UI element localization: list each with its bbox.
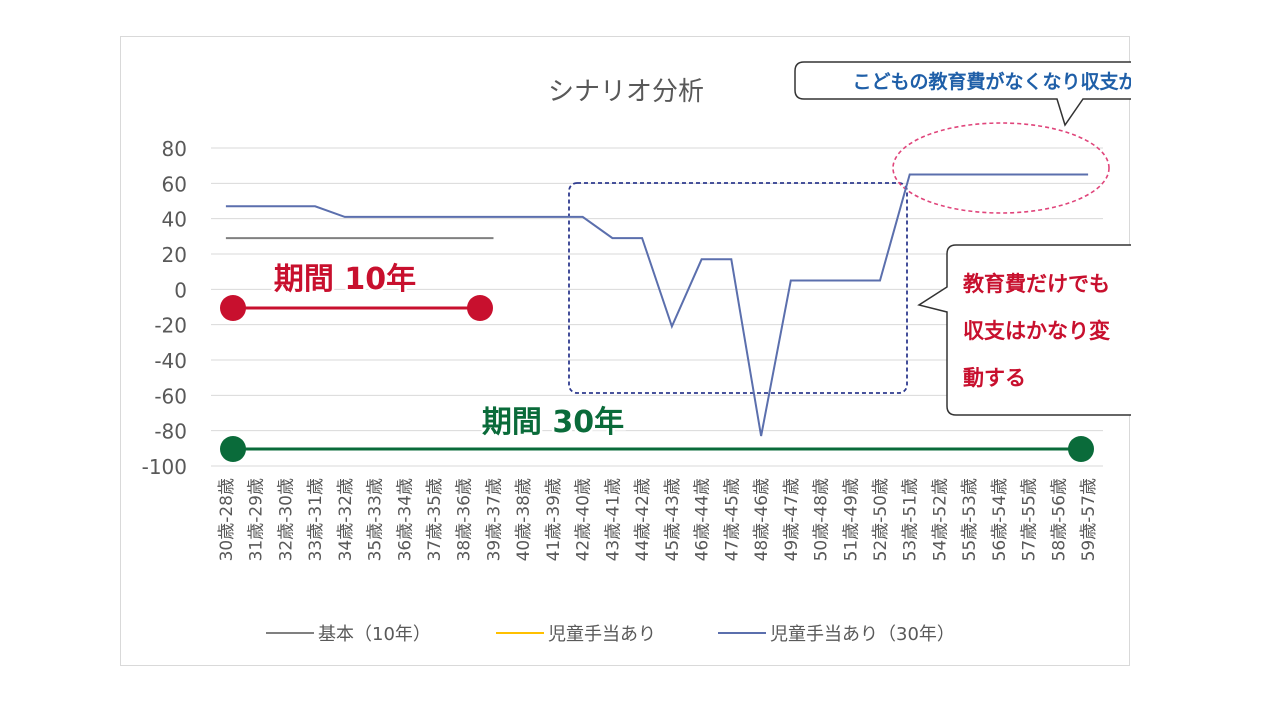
- chart-frame: シナリオ分析 80 60 40 20 0 -20 -40 -60 -80 -100 30歳-28歳…: [120, 36, 1131, 666]
- period10-label: 期間 10年: [274, 262, 416, 297]
- period30-end-dot: [1068, 436, 1094, 462]
- x-tick-label: 35歳-33歳: [366, 478, 386, 561]
- callout-right-line: 収支はかなり変: [963, 319, 1110, 343]
- x-tick-label: 49歳-47歳: [782, 478, 802, 561]
- x-tick-label: 39歳-37歳: [484, 478, 504, 561]
- x-tick-label: 52歳-50歳: [871, 478, 891, 561]
- chart-title: シナリオ分析: [548, 77, 704, 107]
- series-line-3: [225, 173, 1089, 437]
- x-tick-label: 46歳-44歳: [693, 478, 713, 561]
- x-tick-label: 58歳-56歳: [1049, 478, 1069, 561]
- x-tick-label: 55歳-53歳: [960, 478, 980, 561]
- legend-label: 児童手当あり（30年）: [770, 624, 955, 645]
- period10-start-dot: [220, 295, 246, 321]
- x-tick-label: 30歳-28歳: [217, 478, 237, 561]
- x-tick-label: 40歳-38歳: [514, 478, 534, 561]
- callout-top-bubble: [794, 61, 1131, 127]
- y-tick-label: -100: [142, 455, 187, 479]
- x-tick-label: 33歳-31歳: [306, 478, 326, 561]
- y-tick-label: 20: [162, 243, 187, 267]
- y-tick-label: -60: [154, 384, 187, 408]
- legend: 基本（10年） 児童手当あり 児童手当あり（30年）: [266, 624, 955, 645]
- grid-layer: [211, 147, 1103, 467]
- chart-svg: シナリオ分析 80 60 40 20 0 -20 -40 -60 -80 -100 30歳-28歳…: [142, 61, 1131, 645]
- x-tick-label: 34歳-32歳: [336, 478, 356, 561]
- x-tick-label: 31歳-29歳: [247, 478, 267, 561]
- callout-top-text: こどもの教育費がなくなり収支が改善: [852, 70, 1131, 93]
- y-tick-label: -80: [154, 420, 187, 444]
- x-tick-label: 41歳-39歳: [544, 478, 564, 561]
- x-tick-label: 59歳-57歳: [1079, 478, 1099, 561]
- x-tick-label: 38歳-36歳: [455, 478, 475, 561]
- x-tick-label: 57歳-55歳: [1020, 478, 1040, 561]
- x-tick-label: 48歳-46歳: [752, 478, 772, 561]
- period10-end-dot: [467, 295, 493, 321]
- x-tick-label: 45歳-43歳: [663, 478, 683, 561]
- y-tick-label: 80: [162, 137, 187, 161]
- y-tick-label: -20: [154, 314, 187, 338]
- y-tick-label: 40: [162, 208, 187, 232]
- x-tick-label: 42歳-40歳: [574, 478, 594, 561]
- callout-right-line: 教育費だけでも: [963, 272, 1110, 296]
- x-tick-label: 36歳-34歳: [395, 478, 415, 561]
- series-layer: [225, 173, 1089, 437]
- x-tick-label: 51歳-49歳: [841, 478, 861, 561]
- x-tick-label: 43歳-41歳: [603, 478, 623, 561]
- x-tick-label: 54歳-52歳: [930, 478, 950, 561]
- period30-start-dot: [220, 436, 246, 462]
- highlight-box: [568, 182, 908, 394]
- x-tick-label: 32歳-30歳: [276, 478, 296, 561]
- x-tick-label: 50歳-48歳: [812, 478, 832, 561]
- x-tick-label: 44歳-42歳: [633, 478, 653, 561]
- x-tick-label: 47歳-45歳: [722, 478, 742, 561]
- y-tick-label: 60: [162, 172, 187, 196]
- callout-right-line: 動する: [963, 366, 1026, 390]
- x-tick-label: 56歳-54歳: [990, 478, 1010, 561]
- y-tick-label: -40: [154, 349, 187, 373]
- x-tick-label: 53歳-51歳: [901, 478, 921, 561]
- callout-right-bubble: [917, 244, 1131, 416]
- legend-label: 児童手当あり: [548, 624, 656, 645]
- period30-label: 期間 30年: [482, 405, 624, 440]
- x-axis-tick-labels: 30歳-28歳 31歳-29歳 32歳-30歳 33歳-31歳 34歳-32歳 35歳-3…: [217, 478, 1099, 561]
- y-axis-tick-labels: 80 60 40 20 0 -20 -40 -60 -80 -100: [142, 137, 187, 479]
- highlight-ellipse: [892, 122, 1110, 214]
- legend-label: 基本（10年）: [318, 624, 431, 645]
- y-tick-label: 0: [174, 278, 187, 302]
- x-tick-label: 37歳-35歳: [425, 478, 445, 561]
